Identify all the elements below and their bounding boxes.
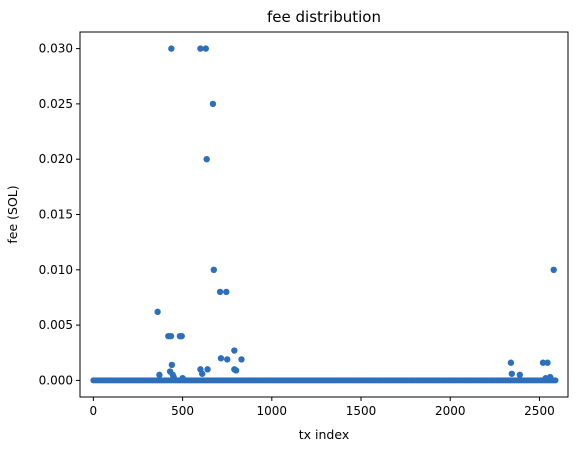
data-point [217, 355, 225, 362]
data-point [224, 356, 231, 363]
data-point [550, 266, 557, 274]
data-point [232, 367, 240, 374]
data-point [179, 374, 186, 382]
data-point [204, 366, 211, 373]
data-point [552, 377, 559, 384]
x-tick-label: 1500 [346, 404, 377, 418]
data-points [90, 45, 559, 384]
y-tick-label: 0.005 [39, 318, 73, 332]
y-tick-label: 0.010 [39, 263, 73, 277]
data-point [539, 359, 547, 366]
y-tick-label: 0.020 [39, 152, 73, 166]
y-tick-label: 0.015 [39, 208, 73, 222]
data-point [507, 359, 515, 366]
chart-title: fee distribution [267, 8, 381, 26]
y-axis-ticks: 0.000 0.005 0.010 0.015 0.020 0.025 0.030 [39, 42, 80, 387]
y-tick-label: 0.025 [39, 97, 73, 111]
x-tick-label: 1000 [257, 404, 288, 418]
data-point [168, 45, 175, 52]
x-axis-label: tx index [299, 427, 349, 442]
data-point [197, 45, 204, 52]
data-point [544, 359, 551, 366]
y-axis-label: fee (SOL) [5, 185, 20, 243]
data-point [199, 370, 206, 377]
plot-frame [79, 31, 569, 398]
data-point [542, 374, 549, 382]
y-tick-label: 0.000 [39, 373, 73, 387]
data-point [216, 288, 224, 296]
x-axis-ticks: 0 500 1000 1500 2000 2500 [90, 397, 555, 418]
data-point [168, 361, 176, 369]
data-point [178, 332, 185, 340]
data-point [210, 266, 218, 274]
data-point [238, 356, 245, 363]
data-point [209, 100, 217, 108]
data-point [170, 373, 177, 381]
x-tick-label: 500 [171, 404, 194, 418]
data-point [202, 45, 209, 52]
y-tick-label: 0.030 [39, 42, 73, 56]
x-tick-label: 0 [90, 404, 98, 418]
data-point [223, 288, 230, 296]
data-point [516, 371, 524, 379]
data-point [231, 347, 238, 354]
data-point [154, 308, 161, 316]
data-point [156, 371, 163, 379]
data-point [508, 370, 515, 377]
data-point [203, 155, 210, 163]
data-point [167, 332, 175, 340]
x-tick-label: 2000 [435, 404, 466, 418]
x-tick-label: 2500 [524, 404, 555, 418]
